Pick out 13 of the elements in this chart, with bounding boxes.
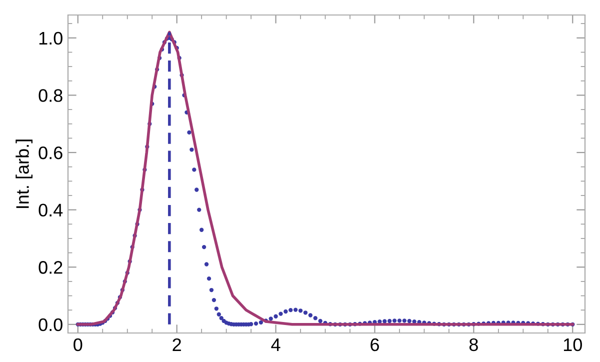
y-tick-label: 0.0 [38, 318, 62, 332]
y-tick-label: 0.8 [38, 89, 62, 102]
y-tick-label: 0.6 [38, 146, 62, 160]
y-axis-title: Int. [arb.] [16, 140, 32, 208]
x-tick-label: 4 [271, 338, 280, 351]
x-tick-label: 6 [370, 338, 379, 352]
x-tick-label: 8 [469, 338, 478, 352]
y-tick-label: 0.4 [38, 204, 63, 217]
x-tick-label: 10 [564, 338, 582, 352]
x-tick-label: 2 [172, 338, 181, 351]
y-tick-label: 0.2 [38, 261, 62, 274]
y-tick-label: 1.0 [39, 32, 62, 45]
x-tick-label: 0 [74, 338, 82, 352]
